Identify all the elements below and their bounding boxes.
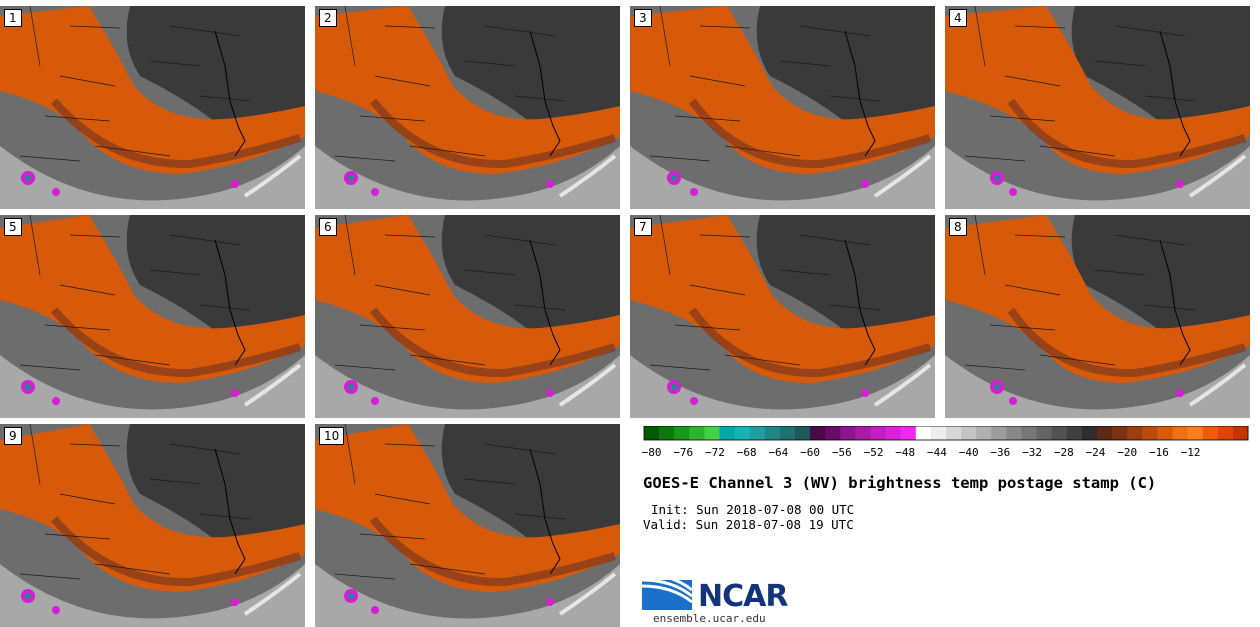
wv-map	[0, 6, 305, 209]
colorbar-tick-label: −72	[705, 446, 725, 459]
site-url: ensemble.ucar.edu	[653, 612, 766, 625]
panel-number-label: 3	[634, 9, 652, 27]
colorbar-tick-label: −32	[1022, 446, 1042, 459]
postage-stamp-panel: 9	[0, 424, 305, 627]
panel-number-label: 4	[949, 9, 967, 27]
colorbar-swatch	[1172, 426, 1189, 440]
colorbar-swatch	[976, 426, 992, 440]
colorbar-swatch	[734, 426, 751, 440]
postage-stamp-panel: 10	[315, 424, 620, 627]
postage-stamp-panel: 2	[315, 6, 620, 209]
colorbar-swatch	[674, 426, 690, 440]
colorbar-tick-label: −20	[1117, 446, 1137, 459]
colorbar-swatch	[689, 426, 705, 440]
colorbar-tick-label: −36	[990, 446, 1010, 459]
panel-number-label: 6	[319, 218, 337, 236]
figure-title: GOES-E Channel 3 (WV) brightness temp po…	[643, 474, 1157, 492]
colorbar-swatch	[885, 426, 902, 440]
colorbar-swatch	[704, 426, 720, 440]
colorbar-tick-label: −64	[768, 446, 788, 459]
postage-stamp-panel: 7	[630, 215, 935, 418]
colorbar-swatch	[1021, 426, 1038, 440]
colorbar-swatch	[1066, 426, 1083, 440]
colorbar-swatch	[1202, 426, 1219, 440]
colorbar-frame	[643, 426, 1249, 441]
colorbar-swatch	[915, 426, 932, 440]
wv-map	[630, 215, 935, 418]
panel-number-label: 8	[949, 218, 967, 236]
colorbar-tick-label: −12	[1181, 446, 1201, 459]
panel-number-label: 5	[4, 218, 22, 236]
colorbar-swatch	[1097, 426, 1113, 440]
colorbar-tick-label: −56	[832, 446, 852, 459]
wv-map	[315, 424, 620, 627]
colorbar-swatch	[1051, 426, 1068, 440]
colorbar-tick-label: −52	[864, 446, 884, 459]
valid-time: Valid: Sun 2018-07-08 19 UTC	[643, 517, 854, 532]
colorbar-tick-label: −68	[737, 446, 757, 459]
colorbar-swatch	[810, 426, 826, 440]
colorbar-swatch	[779, 426, 796, 440]
colorbar-swatch	[1142, 426, 1158, 440]
colorbar-tick-label: −60	[800, 446, 820, 459]
colorbar-swatch	[659, 426, 675, 440]
colorbar-swatch	[1187, 426, 1204, 440]
colorbar-swatch	[749, 426, 766, 440]
wv-map	[945, 215, 1250, 418]
colorbar-swatch	[961, 426, 977, 440]
colorbar-swatch	[764, 426, 781, 440]
postage-stamp-panel: 6	[315, 215, 620, 418]
wv-map	[630, 6, 935, 209]
colorbar-swatch	[1081, 426, 1098, 440]
colorbar-swatch	[870, 426, 887, 440]
colorbar-svg: −80 −76 −72 −68 −64 −60 −56 −52 −48 −44 −40 −36 −32−…	[642, 426, 1249, 459]
init-time: Init: Sun 2018-07-08 00 UTC	[651, 502, 855, 517]
colorbar-swatch	[1217, 426, 1234, 440]
colorbar-tick-label: −44	[927, 446, 947, 459]
colorbar-swatch	[946, 426, 962, 440]
colorbar-swatch	[1112, 426, 1128, 440]
postage-stamp-panel: 4	[945, 6, 1250, 209]
colorbar-swatch	[1127, 426, 1143, 440]
colorbar-tick-label: −16	[1149, 446, 1169, 459]
postage-stamp-panel: 1	[0, 6, 305, 209]
panel-number-label: 1	[4, 9, 22, 27]
colorbar-swatch	[719, 426, 736, 440]
panel-number-label: 2	[319, 9, 337, 27]
panel-number-label: 10	[319, 427, 345, 445]
colorbar-tick-label: −28	[1054, 446, 1074, 459]
colorbar-tick-label: −40	[959, 446, 979, 459]
colorbar-tick-label: −80	[642, 446, 661, 459]
colorbar-tick-label: −48	[895, 446, 915, 459]
colorbar-swatch	[1006, 426, 1022, 440]
colorbar-swatch	[1157, 426, 1173, 440]
wv-map	[315, 215, 620, 418]
colorbar-swatch	[795, 426, 811, 440]
colorbar-tick-label: −76	[673, 446, 693, 459]
ncar-logo-text: NCAR	[698, 579, 788, 614]
colorbar-swatch	[855, 426, 871, 440]
wv-map	[0, 424, 305, 627]
postage-stamp-panel: 3	[630, 6, 935, 209]
colorbar-swatch	[840, 426, 856, 440]
panel-number-label: 9	[4, 427, 22, 445]
wv-map	[315, 6, 620, 209]
colorbar-swatch	[991, 426, 1007, 440]
colorbar-swatch	[644, 426, 660, 440]
colorbar-swatch	[900, 426, 917, 440]
panel-number-label: 7	[634, 218, 652, 236]
wv-map	[945, 6, 1250, 209]
colorbar-swatch	[1036, 426, 1053, 440]
wv-map	[0, 215, 305, 418]
colorbar-swatch	[1232, 426, 1249, 440]
postage-stamp-panel: 8	[945, 215, 1250, 418]
ncar-logo-icon	[642, 572, 693, 610]
colorbar-swatch	[825, 426, 841, 440]
postage-stamp-panel: 5	[0, 215, 305, 418]
colorbar-tick-label: −24	[1086, 446, 1106, 459]
colorbar-swatch	[930, 426, 947, 440]
